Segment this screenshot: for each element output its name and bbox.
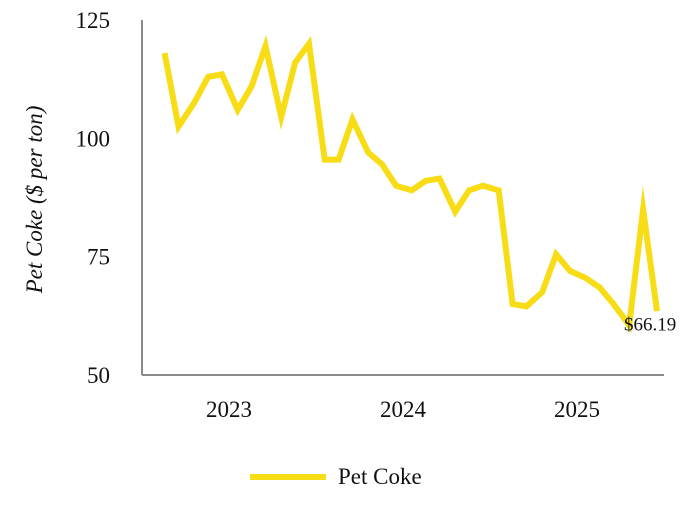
x-tick-label: 2023 xyxy=(206,397,252,422)
y-tick-label: 100 xyxy=(76,126,111,151)
y-tick-label: 50 xyxy=(87,363,110,388)
y-axis-ticks: 50 75 100 125 xyxy=(76,8,111,388)
series-line-pet-coke xyxy=(161,34,660,334)
y-axis-title: Pet Coke ($ per ton) xyxy=(22,106,47,295)
x-axis-ticks: 2023 2024 2025 xyxy=(206,397,600,422)
x-tick-label: 2025 xyxy=(554,397,600,422)
x-tick-label: 2024 xyxy=(380,397,427,422)
last-value-annotation: $66.19 xyxy=(624,314,676,335)
legend: Pet Coke xyxy=(250,464,422,489)
y-tick-label: 125 xyxy=(76,8,111,33)
y-tick-label: 75 xyxy=(87,245,110,270)
legend-label-pet-coke: Pet Coke xyxy=(338,464,422,489)
